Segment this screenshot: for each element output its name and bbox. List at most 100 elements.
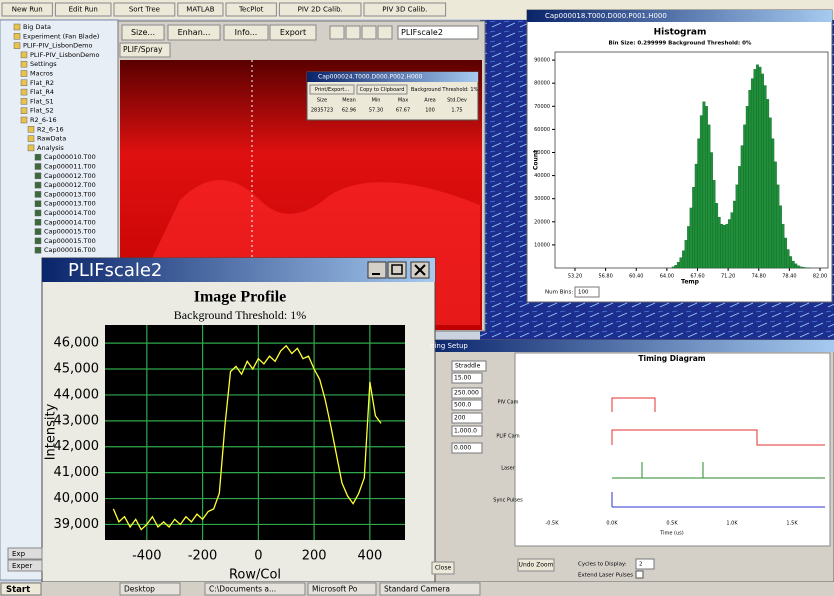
field-value: PLIFscale2 bbox=[401, 28, 443, 37]
button-label: Print/Export... bbox=[315, 87, 350, 93]
bar bbox=[720, 224, 723, 268]
bar bbox=[743, 125, 746, 268]
bar bbox=[713, 180, 716, 268]
table-header: Max bbox=[398, 98, 408, 104]
tree-item: PLIF-PIV_LisbonDemo bbox=[30, 51, 99, 59]
x-tick-label: 82.00 bbox=[813, 274, 827, 280]
nav-button[interactable] bbox=[362, 26, 376, 39]
bar bbox=[675, 265, 678, 268]
x-tick-label: 71.20 bbox=[721, 274, 735, 280]
tree-item: Cap000014.T00 bbox=[44, 209, 96, 217]
checkbox[interactable] bbox=[636, 571, 643, 578]
tree-icon bbox=[14, 43, 20, 49]
bar bbox=[708, 125, 711, 268]
tree-icon bbox=[14, 24, 20, 30]
tree-icon bbox=[21, 52, 27, 58]
y-tick-label: 90000 bbox=[534, 58, 550, 64]
tab-label: PLIF/Spray bbox=[123, 45, 163, 54]
x-tick-label: 200 bbox=[302, 549, 327, 564]
tree-icon bbox=[21, 117, 27, 123]
table-header: Area bbox=[424, 98, 436, 104]
num-bins-label: Num Bins: bbox=[545, 290, 573, 296]
y-tick-label: 20000 bbox=[534, 219, 550, 225]
window-title: ning Setup bbox=[430, 342, 468, 350]
tree-item: Cap000015.T00 bbox=[44, 237, 96, 245]
bar bbox=[789, 256, 792, 268]
tree-icon bbox=[21, 71, 27, 77]
tree-item: Big Data bbox=[23, 23, 51, 31]
button-label: Sort Tree bbox=[129, 6, 160, 14]
bar bbox=[777, 185, 780, 268]
tree-item: Settings bbox=[30, 60, 57, 68]
y-tick-label: 46,000 bbox=[54, 336, 100, 351]
title-bar bbox=[425, 340, 834, 352]
extend-label: Extend Laser Pulses bbox=[578, 573, 633, 579]
button-label: TecPlot bbox=[238, 6, 264, 14]
tree-item: Cap000010.T00 bbox=[44, 153, 96, 161]
x-tick-label: 1.5K bbox=[786, 521, 798, 527]
signal-label: Sync Pulses bbox=[493, 498, 523, 504]
bar bbox=[751, 79, 754, 268]
tree-item: Cap000012.T00 bbox=[44, 181, 96, 189]
bar bbox=[787, 250, 790, 268]
y-tick-label: 42,000 bbox=[54, 439, 100, 454]
bar bbox=[766, 99, 769, 268]
nav-button[interactable] bbox=[346, 26, 360, 39]
tree-item: Cap000013.T00 bbox=[44, 190, 96, 198]
field-value: 1,000.0 bbox=[454, 428, 477, 435]
tree-item: R2_6-16 bbox=[37, 125, 64, 133]
x-tick-label: -0.5K bbox=[545, 521, 559, 527]
button-label: PIV 3D Calib. bbox=[382, 6, 427, 14]
tab-label: Exp bbox=[12, 550, 26, 558]
button-label: MATLAB bbox=[186, 6, 214, 14]
bar bbox=[772, 139, 775, 268]
y-tick-label: 45,000 bbox=[54, 362, 100, 377]
bar bbox=[697, 139, 700, 268]
table-header: Std.Dev bbox=[447, 98, 467, 104]
button-label: Edit Run bbox=[69, 6, 98, 14]
tree-icon bbox=[21, 89, 27, 95]
button-label: Export bbox=[280, 28, 306, 37]
tree-icon bbox=[35, 229, 41, 235]
nav-button[interactable] bbox=[330, 26, 344, 39]
tree-icon bbox=[28, 126, 34, 132]
task-label: Microsoft Po bbox=[312, 585, 358, 594]
bar bbox=[731, 213, 734, 268]
y-tick-label: 80000 bbox=[534, 81, 550, 87]
tree-icon bbox=[35, 210, 41, 216]
bar bbox=[705, 106, 708, 268]
tree-icon bbox=[28, 145, 34, 151]
profile-plot bbox=[105, 325, 405, 540]
window-controls[interactable] bbox=[368, 262, 429, 278]
window-title: Cap000018.T000.D000.P001.H000 bbox=[545, 12, 667, 20]
bar bbox=[759, 67, 762, 268]
bar bbox=[672, 267, 675, 268]
tree-icon bbox=[35, 238, 41, 244]
table-cell: 57.30 bbox=[369, 108, 383, 114]
x-tick-label: 56.80 bbox=[598, 274, 612, 280]
nav-button[interactable] bbox=[378, 26, 392, 39]
tree-item: Cap000015.T00 bbox=[44, 228, 96, 236]
table-header: Min bbox=[372, 98, 381, 104]
tab-label: Exper bbox=[12, 562, 32, 570]
tree-item: Cap000016.T00 bbox=[44, 246, 96, 254]
bar bbox=[690, 208, 693, 268]
bar bbox=[802, 267, 805, 268]
field-value: 200 bbox=[454, 415, 466, 422]
tree-item: Flat_R2 bbox=[30, 79, 54, 87]
bar bbox=[782, 224, 785, 268]
button-label: New Run bbox=[12, 6, 43, 14]
mode: Straddle bbox=[455, 363, 481, 370]
x-tick-label: 0 bbox=[254, 549, 262, 564]
minimize-button[interactable] bbox=[368, 262, 386, 278]
bar bbox=[680, 258, 683, 268]
bar bbox=[723, 225, 726, 268]
bar bbox=[733, 201, 736, 268]
signal-label: Laser bbox=[501, 466, 516, 472]
tree-item: R2_6-16 bbox=[30, 116, 57, 124]
table-cell: 62.96 bbox=[342, 108, 356, 114]
bar bbox=[792, 261, 795, 268]
bar bbox=[756, 65, 759, 268]
dialog-title: Cap000024.T000.D000.P002.H000 bbox=[318, 74, 423, 81]
chart-title: Image Profile bbox=[194, 289, 287, 306]
